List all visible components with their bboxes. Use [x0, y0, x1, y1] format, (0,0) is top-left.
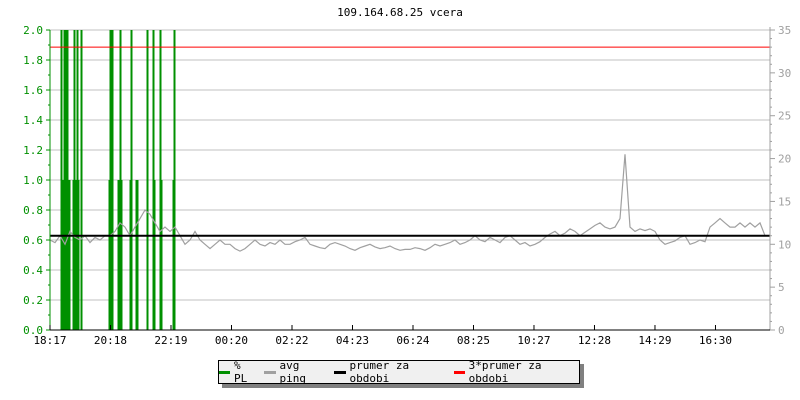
pl-bar	[68, 180, 71, 330]
left-tick-label: 0.0	[23, 324, 43, 337]
right-tick-label: 35	[778, 24, 791, 37]
right-tick-label: 5	[778, 281, 785, 294]
right-tick-label: 25	[778, 110, 791, 123]
x-tick-label: 12:28	[578, 334, 611, 347]
pl-bar	[74, 180, 77, 330]
pl-bar	[136, 180, 139, 330]
left-tick-label: 0.2	[23, 294, 43, 307]
right-tick-label: 30	[778, 67, 791, 80]
x-tick-label: 06:24	[396, 334, 429, 347]
pl-bar	[146, 30, 149, 330]
x-tick-label: 16:30	[699, 334, 732, 347]
legend-swatch-ping	[264, 370, 276, 374]
x-tick-label: 08:25	[457, 334, 490, 347]
legend-item-ping: avg ping	[264, 359, 328, 385]
x-tick-label: 22:19	[154, 334, 187, 347]
x-tick-label: 00:20	[215, 334, 248, 347]
right-tick-label: 10	[778, 238, 791, 251]
left-tick-label: 1.0	[23, 174, 43, 187]
x-tick-label: 20:18	[94, 334, 127, 347]
legend-label: % PL	[234, 359, 248, 385]
legend: % PL avg ping prumer za obdobi 3*prumer …	[218, 359, 580, 385]
x-tick-label: 10:27	[517, 334, 550, 347]
legend-item-3mean: 3*prumer za obdobi	[453, 359, 579, 385]
x-tick-label: 02:22	[275, 334, 308, 347]
right-tick-label: 15	[778, 195, 791, 208]
left-tick-label: 2.0	[23, 24, 43, 37]
left-tick-label: 0.6	[23, 234, 43, 247]
left-tick-label: 1.2	[23, 144, 43, 157]
legend-label: avg ping	[279, 359, 307, 385]
avg-ping-line	[49, 154, 766, 252]
pl-bar	[80, 30, 83, 330]
pl-bar	[130, 30, 133, 330]
left-tick-label: 1.4	[23, 114, 43, 127]
x-tick-label: 14:29	[638, 334, 671, 347]
left-tick-label: 0.8	[23, 204, 43, 217]
pl-bar	[153, 180, 156, 330]
legend-label: 3*prumer za obdobi	[468, 359, 542, 385]
right-tick-label: 20	[778, 153, 791, 166]
pl-bar	[120, 180, 123, 330]
legend-item-mean: prumer za obdobi	[334, 359, 447, 385]
right-tick-label: 0	[778, 324, 785, 337]
pl-bar	[173, 30, 176, 330]
left-tick-label: 1.8	[23, 54, 43, 67]
legend-label: prumer za obdobi	[349, 359, 410, 385]
legend-swatch-pl	[219, 370, 231, 374]
x-tick-label: 04:23	[336, 334, 369, 347]
legend-swatch-3mean	[453, 370, 465, 374]
pl-bar	[160, 180, 163, 330]
x-tick-label: 18:17	[33, 334, 66, 347]
left-tick-label: 1.6	[23, 84, 43, 97]
legend-item-pl: % PL	[219, 359, 258, 385]
left-tick-label: 0.4	[23, 264, 43, 277]
pl-bar	[111, 30, 114, 330]
pl-bar	[77, 180, 80, 330]
chart-title: 109.164.68.25 vcera	[337, 6, 463, 19]
legend-swatch-mean	[334, 370, 346, 374]
